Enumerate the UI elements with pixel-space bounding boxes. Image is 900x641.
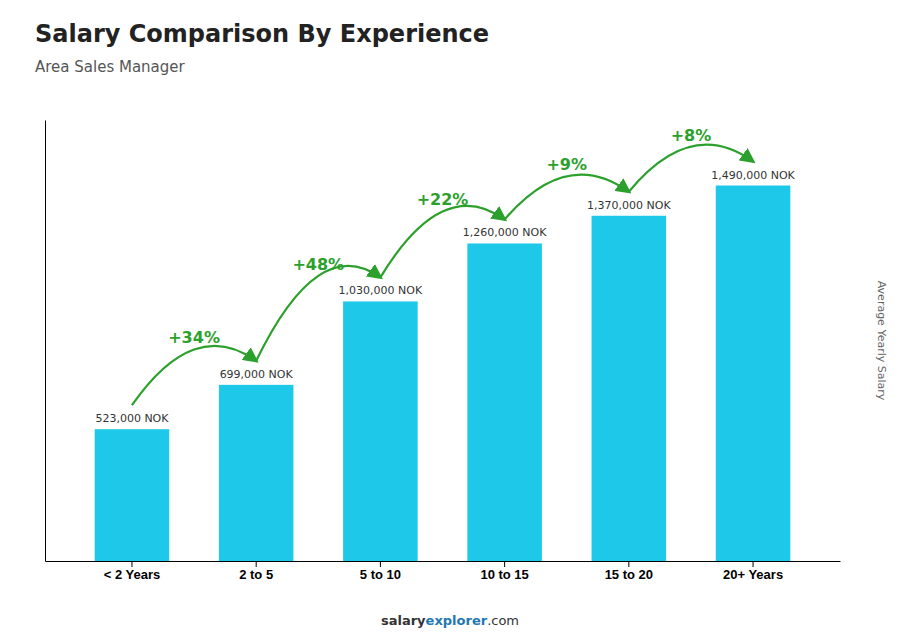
change-arrow — [132, 346, 256, 405]
x-tick-label: 15 to 20 — [605, 567, 653, 582]
change-label: +48% — [292, 255, 344, 274]
y-axis-line — [45, 121, 46, 562]
data-label: 1,490,000 NOK — [711, 169, 795, 182]
subtitle: Area Sales Manager — [35, 58, 186, 76]
y-axis-title: Average Yearly Salary — [875, 281, 888, 401]
bar — [219, 385, 294, 561]
x-tick-label: < 2 Years — [104, 567, 161, 582]
data-label: 1,370,000 NOK — [587, 199, 671, 212]
x-tick: 10 to 15 — [480, 561, 528, 582]
x-tick-label: 20+ Years — [723, 567, 783, 582]
x-tick: 5 to 10 — [360, 561, 401, 582]
change-arrow — [256, 266, 380, 361]
watermark-part: .com — [487, 613, 519, 628]
x-tick-mark — [380, 561, 381, 567]
change-label: +34% — [168, 328, 220, 347]
data-label: 699,000 NOK — [220, 368, 294, 381]
title: Salary Comparison By Experience — [35, 20, 489, 48]
y-axis — [45, 121, 46, 562]
bar — [716, 186, 791, 561]
plot-area: < 2 Years 2 to 5 5 to 10 10 to 15 15 to 20 20… — [46, 121, 841, 583]
watermark-part: explorer — [426, 613, 488, 628]
x-axis: < 2 Years 2 to 5 5 to 10 10 to 15 15 to 20 20… — [46, 561, 841, 582]
bar — [467, 243, 542, 561]
bars — [95, 186, 791, 561]
x-tick: 15 to 20 — [605, 561, 653, 582]
x-tick-label: 10 to 15 — [480, 567, 528, 582]
change-label: +8% — [671, 126, 712, 145]
data-label: 1,030,000 NOK — [339, 284, 423, 297]
change-arrow — [505, 175, 629, 220]
bar — [95, 429, 170, 561]
change-arrow — [380, 206, 504, 278]
data-label: 523,000 NOK — [95, 412, 169, 425]
x-tick-mark — [131, 561, 132, 567]
change-label: +22% — [417, 190, 469, 209]
data-label: 1,260,000 NOK — [463, 226, 547, 239]
x-tick-label: 2 to 5 — [239, 567, 273, 582]
change-annotations: +34% +48% +22% +9% +8% — [132, 126, 753, 406]
x-axis-line — [46, 561, 841, 562]
data-labels: 523,000 NOK 699,000 NOK 1,030,000 NOK 1,260… — [95, 169, 795, 426]
change-label: +9% — [546, 155, 587, 174]
x-tick: 20+ Years — [723, 561, 783, 582]
x-tick-label: 5 to 10 — [360, 567, 401, 582]
watermark: salaryexplorer.com — [381, 613, 519, 628]
x-tick-mark — [256, 561, 257, 567]
x-tick-mark — [504, 561, 505, 567]
change-arrow — [629, 145, 753, 192]
watermark-part: salary — [381, 613, 426, 628]
x-tick: 2 to 5 — [239, 561, 273, 582]
x-tick: < 2 Years — [104, 561, 161, 582]
chart-svg: Salary Comparison By Experience Area Sale… — [0, 0, 900, 641]
x-tick-mark — [753, 561, 754, 567]
x-tick-mark — [628, 561, 629, 567]
bar — [592, 216, 667, 561]
bar — [343, 301, 418, 561]
